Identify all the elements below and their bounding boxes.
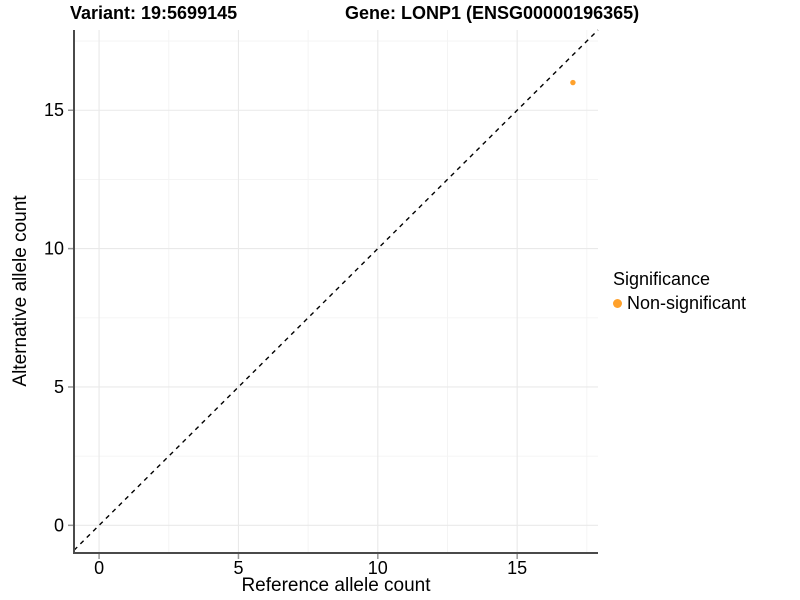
x-axis-title: Reference allele count (241, 575, 431, 596)
legend-point-icon (613, 299, 622, 308)
y-tick-label: 5 (54, 377, 64, 397)
y-tick-label: 15 (44, 100, 64, 120)
identity-reference-line (73, 29, 599, 551)
x-tick-label: 10 (368, 558, 388, 578)
x-tick-label: 15 (507, 558, 527, 578)
plot-title-variant: Variant: 19:5699145 (70, 3, 238, 23)
legend: Significance Non-significant (613, 269, 746, 314)
legend-title: Significance (613, 269, 711, 289)
x-tick-label: 0 (94, 558, 104, 578)
data-point (570, 79, 576, 86)
legend-item: Non-significant (613, 293, 746, 314)
y-axis-title: Alternative allele count (10, 195, 31, 387)
x-tick-label: 5 (233, 558, 243, 578)
y-tick-label: 0 (54, 515, 64, 535)
y-tick-label: 10 (44, 239, 64, 259)
plot-title-gene: Gene: LONP1 (ENSG00000196365) (345, 3, 640, 23)
legend-item-label: Non-significant (627, 293, 747, 313)
